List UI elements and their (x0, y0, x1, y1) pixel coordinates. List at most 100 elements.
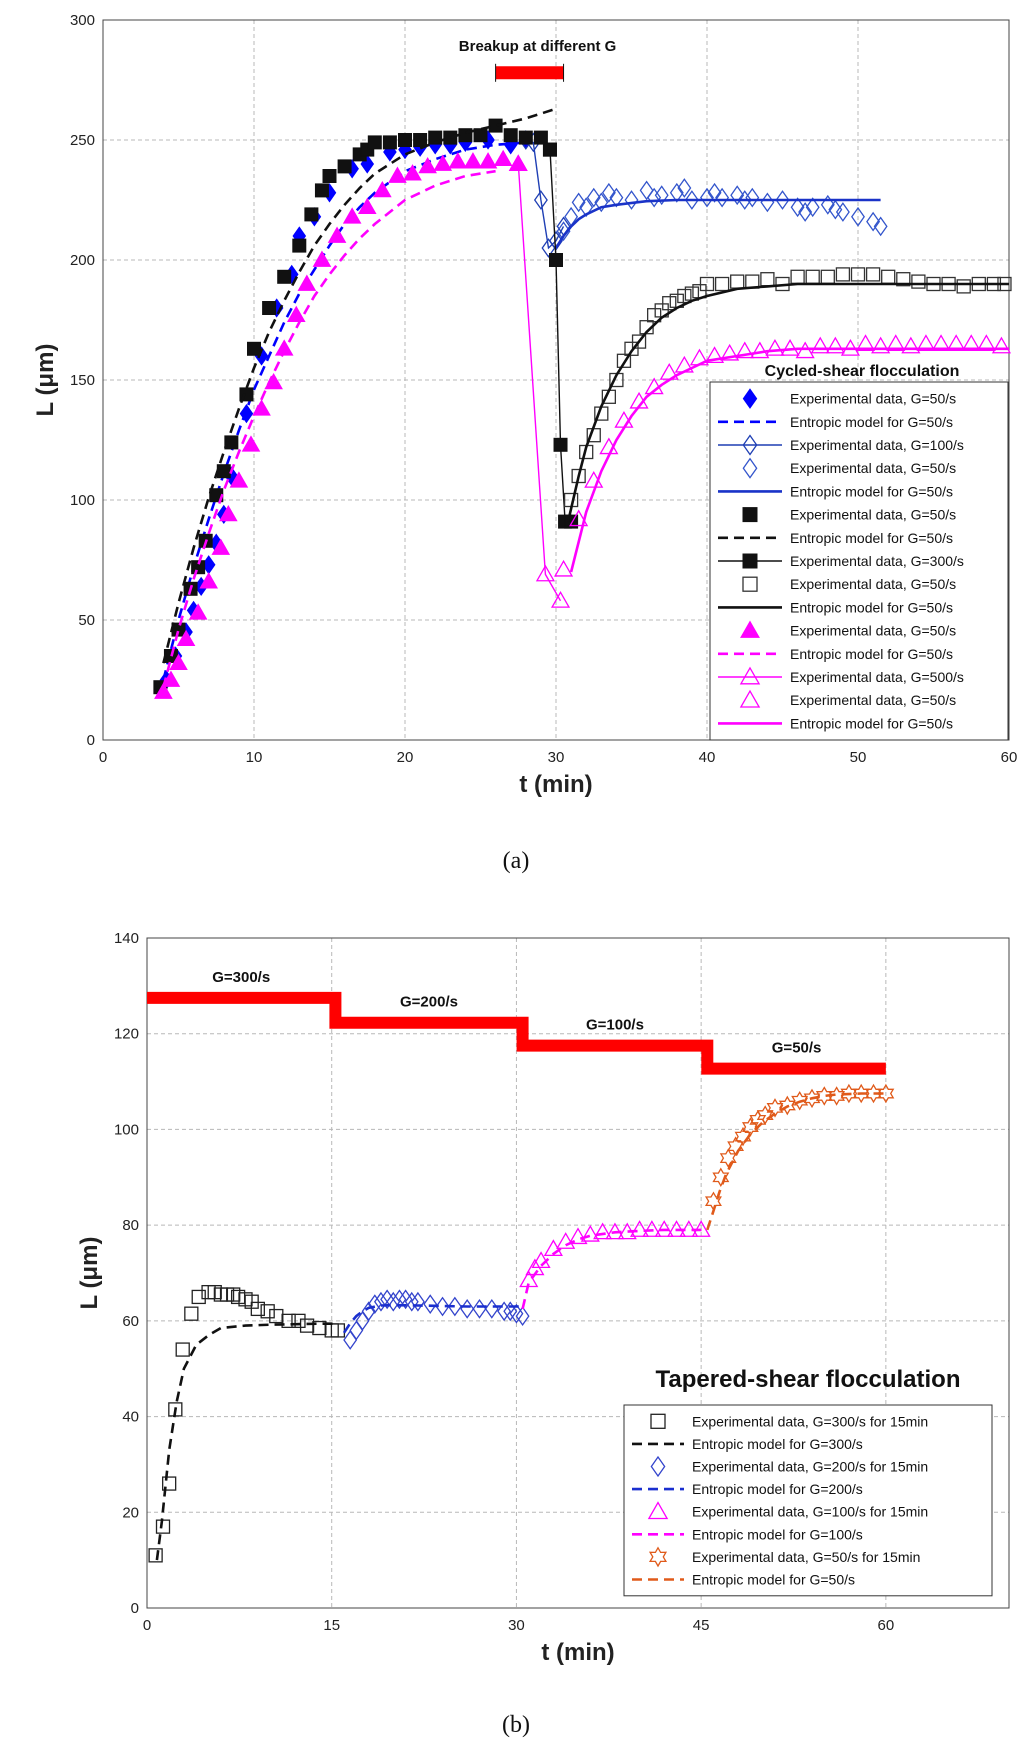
y-tick-label: 100 (114, 1121, 139, 1138)
data-point (176, 629, 196, 647)
data-point (518, 130, 533, 145)
y-tick-label: 50 (78, 612, 95, 629)
data-point (745, 187, 760, 208)
data-point (805, 197, 820, 218)
data-point (386, 1291, 401, 1312)
model-curve (554, 198, 881, 249)
legend-marker-swatch (648, 1546, 668, 1568)
data-point (460, 1298, 475, 1319)
data-point (447, 1296, 462, 1317)
x-axis-label: t (min) (519, 771, 592, 798)
data-point (343, 1330, 358, 1350)
data-point (373, 180, 392, 198)
data-point (704, 346, 725, 363)
legend-entry: Experimental data, G=300/s for 15min (692, 1413, 928, 1429)
data-point (850, 267, 866, 282)
model-curve (342, 1303, 521, 1334)
data-point (571, 192, 586, 213)
data-point (262, 301, 277, 315)
data-point (639, 180, 654, 201)
data-point (569, 509, 589, 527)
data-point (484, 1298, 499, 1319)
legend-entry: Entropic model for G=50/s (790, 599, 953, 615)
data-point (542, 142, 557, 157)
x-tick-label: 0 (99, 749, 107, 766)
data-point (286, 305, 306, 323)
data-point (820, 269, 835, 284)
legend-entry: Experimental data, G=50/s for 15min (692, 1549, 920, 1565)
data-point (277, 269, 292, 284)
y-tick-label: 60 (122, 1313, 139, 1330)
legend-marker-swatch (740, 620, 760, 638)
data-point (593, 1222, 613, 1240)
data-point (775, 190, 790, 210)
legend-title: Cycled-shear flocculation (765, 363, 960, 380)
data-point (497, 1301, 512, 1322)
data-point (624, 341, 639, 356)
series-3 (342, 1303, 521, 1334)
data-point (568, 1227, 588, 1245)
data-point (448, 152, 468, 169)
series-3 (556, 178, 888, 242)
panel-b-chart: 0 15 30 45 60 0 20 40 60 80 100 120 140 t (min) L (μm)… (76, 930, 1010, 1666)
plot-frame (146, 937, 1010, 1609)
data-point (896, 272, 911, 287)
data-point (780, 339, 800, 356)
data-point (533, 190, 548, 210)
data-point (191, 560, 206, 575)
data-point (881, 269, 896, 284)
series-14 (569, 347, 1009, 573)
y-axis-label: L (μm) (32, 344, 59, 417)
data-point (403, 164, 422, 181)
data-point (961, 334, 981, 351)
data-point (714, 276, 730, 292)
data-point (642, 1220, 662, 1237)
y-tick-label: 80 (122, 1217, 139, 1234)
data-point (226, 1287, 241, 1302)
model-curve (162, 169, 496, 688)
data-point (855, 334, 876, 351)
shear-step-label: G=50/s (772, 1040, 822, 1057)
model-curve (569, 347, 1009, 573)
data-point (580, 1224, 600, 1242)
series-7 (706, 1092, 886, 1231)
legend-entry: Experimental data, G=50/s (790, 460, 956, 476)
data-point (594, 192, 609, 213)
data-point (835, 202, 850, 222)
data-point (805, 269, 820, 284)
data-point (719, 1148, 737, 1168)
data-point (188, 603, 208, 620)
y-tick-label: 150 (70, 372, 95, 389)
data-point (211, 538, 231, 555)
data-point (871, 336, 891, 354)
series-12 (508, 154, 571, 608)
series-5 (153, 118, 557, 695)
data-point (756, 1105, 774, 1125)
legend-entry: Entropic model for G=50/s (692, 1572, 855, 1588)
legend-entry: Experimental data, G=500/s (790, 669, 964, 685)
data-point (795, 341, 815, 359)
legend-box (623, 1404, 993, 1597)
legend-marker-swatch (742, 388, 758, 409)
series-6 (162, 107, 557, 664)
data-point (901, 336, 921, 354)
legend-marker-swatch (739, 666, 761, 685)
data-point (175, 1342, 190, 1357)
legend-entry: Experimental data, G=300/s (790, 553, 964, 569)
data-point (423, 1294, 438, 1315)
data-point (851, 206, 865, 227)
data-point (413, 133, 428, 147)
data-point (322, 169, 337, 183)
data-point (404, 1291, 419, 1312)
data-point (162, 1476, 177, 1491)
data-point (616, 353, 632, 368)
plot-frame (102, 19, 1010, 741)
data-point (473, 128, 488, 143)
data-point (478, 152, 498, 169)
y-tick-label: 100 (70, 492, 95, 509)
x-tick-label: 20 (397, 749, 414, 766)
model-curve (162, 107, 557, 664)
data-point (677, 288, 692, 304)
data-point (535, 564, 556, 582)
y-tick-label: 40 (122, 1409, 139, 1426)
